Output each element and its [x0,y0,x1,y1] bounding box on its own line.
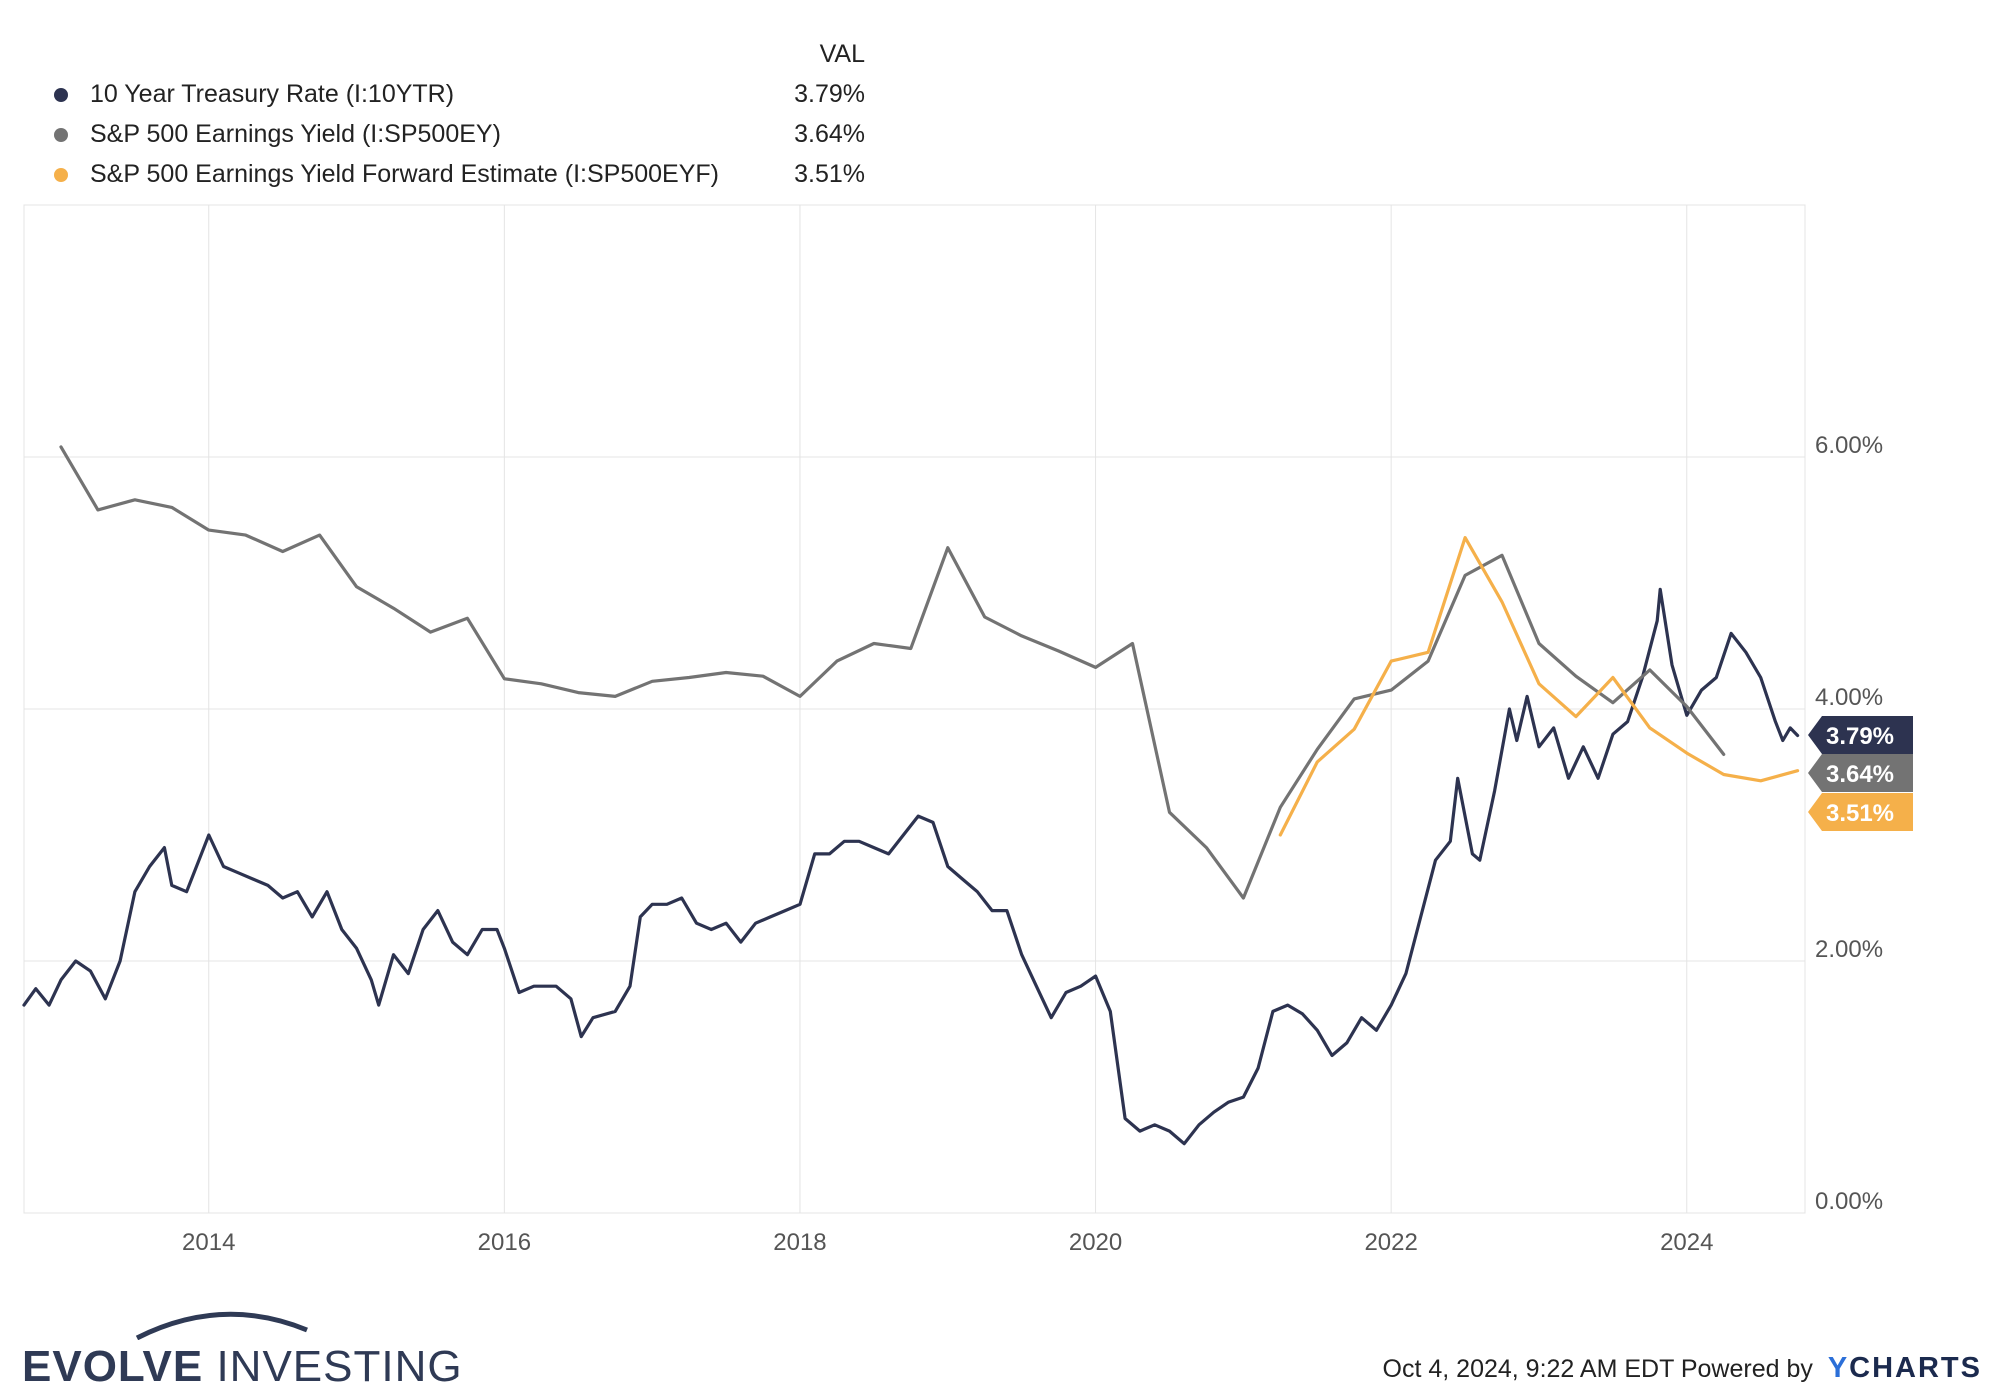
end-label-text: 3.64% [1826,761,1894,788]
ycharts-logo[interactable]: YCHARTS [1827,1352,1982,1384]
x-tick-label: 2016 [478,1229,531,1256]
end-label-text: 3.79% [1826,723,1894,750]
legend-dot-icon [54,128,68,142]
series-line-1 [59,445,1726,900]
legend-item-treasury[interactable]: 10 Year Treasury Rate (I:10YTR) 3.79% [40,76,870,116]
logo-wordmark: EVOLVE INVESTING [22,1342,463,1391]
x-tick-label: 2020 [1069,1229,1122,1256]
y-tick-label: 6.00% [1815,432,1883,459]
end-label-2: 3.51% [1808,793,1913,831]
logo-arc-icon [135,1311,308,1340]
chart-series [22,445,1800,1146]
end-label-badge [1808,716,1913,754]
end-value-labels: 3.79% 3.64% 3.51% [1808,716,1913,831]
end-label-1: 3.64% [1808,754,1913,792]
chart-grid [23,204,1806,1214]
x-tick-label: 2018 [773,1229,826,1256]
legend-item-forward-estimate[interactable]: S&P 500 Earnings Yield Forward Estimate … [40,156,870,196]
legend-item-name: S&P 500 Earnings Yield Forward Estimate … [90,160,720,188]
x-axis: 2014 2016 2018 2020 2022 2024 [182,1229,1713,1256]
x-tick-label: 2014 [182,1229,235,1256]
y-tick-label: 2.00% [1815,936,1883,963]
y-tick-label: 0.00% [1815,1188,1883,1215]
timestamp: Oct 4, 2024, 9:22 AM EDT Powered by [1382,1355,1813,1383]
legend-item-name: 10 Year Treasury Rate (I:10YTR) [90,80,455,108]
legend-value-header: VAL [819,40,865,68]
y-tick-label: 4.00% [1815,684,1883,711]
y-axis: 0.00% 2.00% 4.00% 6.00% [1815,432,1883,1215]
evolve-investing-logo: EVOLVE INVESTING [22,1300,462,1391]
series-line-0 [22,587,1800,1146]
legend-item-value: 3.64% [794,120,865,148]
end-label-text: 3.51% [1826,800,1894,827]
legend-dot-icon [54,88,68,102]
legend-dot-icon [54,168,68,182]
footer-attribution: Oct 4, 2024, 9:22 AM EDT Powered by YCHA… [1383,1352,1982,1385]
legend-item-value: 3.51% [794,160,865,188]
legend-item-earnings-yield[interactable]: S&P 500 Earnings Yield (I:SP500EY) 3.64% [40,116,870,156]
series-line-2 [1278,536,1800,837]
end-label-0: 3.79% [1808,716,1913,754]
end-label-badge [1808,754,1913,792]
end-label-badge [1808,793,1913,831]
legend-item-value: 3.79% [794,80,865,108]
legend-item-name: S&P 500 Earnings Yield (I:SP500EY) [90,120,501,148]
x-tick-label: 2024 [1660,1229,1713,1256]
x-tick-label: 2022 [1364,1229,1417,1256]
